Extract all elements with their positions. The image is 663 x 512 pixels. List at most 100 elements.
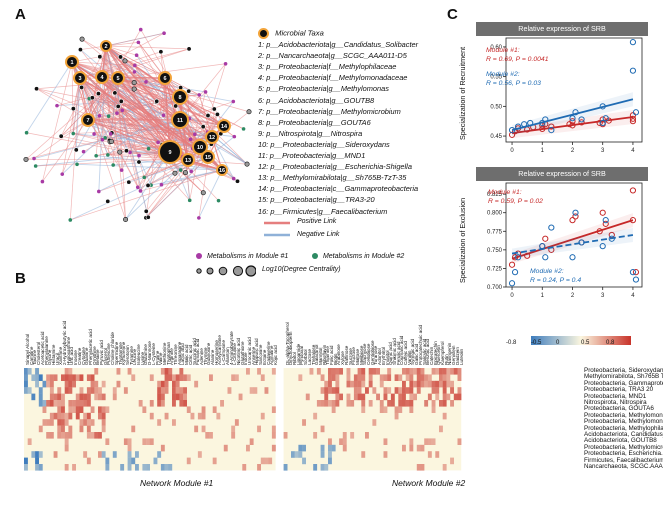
panel-letter-a: A (15, 6, 26, 23)
heatmap-cell (105, 438, 110, 445)
heatmap-cell (90, 387, 95, 394)
heatmap-cell (402, 393, 406, 401)
heatmap-cell (31, 393, 36, 401)
y-tick-label: 0.700 (487, 285, 503, 291)
network-edge (79, 77, 209, 158)
heatmap-cell (42, 419, 47, 426)
heatmap-cell (94, 393, 99, 401)
heatmap-cell (328, 400, 332, 407)
heatmap-cell (324, 464, 329, 471)
heatmap-cell (201, 406, 206, 413)
heatmap-cell (101, 412, 106, 420)
heatmap-cell (75, 393, 80, 401)
degree-size-icon (218, 266, 228, 276)
heatmap-cell (68, 406, 73, 413)
heatmap-cell (98, 451, 102, 458)
network-node (244, 161, 250, 167)
heatmap-cell (53, 451, 58, 458)
network-edge (105, 32, 165, 47)
network-edge (187, 159, 248, 165)
network-node (158, 49, 164, 55)
heatmap-cell (57, 432, 62, 439)
heatmap-cell (131, 425, 136, 433)
network-node (173, 103, 179, 109)
heatmap-cell (413, 380, 417, 388)
heatmap-cell (390, 393, 395, 401)
heatmap-cell (186, 374, 191, 381)
network-node (79, 36, 85, 42)
network-node (75, 162, 79, 167)
heatmap-cell (68, 374, 73, 381)
heatmap-cell (164, 412, 169, 420)
heatmap-cell (27, 438, 32, 445)
heatmap-cell (46, 380, 51, 388)
heatmap-cell (450, 457, 454, 465)
heatmap-cell (179, 368, 184, 375)
heatmap-cell (24, 387, 28, 394)
heatmap-cell (442, 380, 447, 388)
heatmap-cell (86, 387, 91, 394)
heatmap-column-label: Kojic acid (272, 345, 278, 365)
module2-point (511, 269, 519, 276)
taxa-hub-node (172, 89, 188, 105)
heatmap-cell (164, 374, 169, 381)
heatmap-cell (53, 374, 58, 381)
heatmap-cell (271, 406, 276, 413)
heatmap-cell (201, 412, 206, 420)
network-edge (147, 156, 209, 186)
heatmap-cell (83, 393, 88, 401)
module2-point (569, 115, 576, 122)
module1-point (572, 213, 579, 220)
colorbar-tick-label: 0.5 (581, 340, 590, 346)
exclusion-chart-title: Relative expression of SRB (476, 167, 648, 181)
taxa-hub-label: 13 (185, 158, 191, 164)
heatmap-cell (234, 419, 239, 426)
heatmap-row-label: Proteobacteria, TRA3 20 (584, 386, 654, 394)
heatmap-cell (175, 387, 180, 394)
heatmap-cell (175, 374, 180, 381)
heatmap-cell (27, 368, 32, 375)
heatmap-cell (320, 374, 325, 381)
module1-point (632, 269, 640, 276)
network-node (138, 27, 143, 32)
network-node (241, 127, 246, 131)
network-node (136, 40, 141, 45)
heatmap-cell (98, 432, 102, 439)
heatmap-cell (142, 438, 147, 445)
network-node (79, 84, 85, 90)
heatmap-cell (153, 457, 158, 465)
network-edge (117, 77, 181, 98)
heatmap-cell (424, 400, 429, 407)
heatmap-cell (83, 419, 88, 426)
heatmap-cell (127, 368, 132, 375)
heatmap-cell (271, 444, 276, 452)
heatmap-cell (172, 387, 176, 394)
fit-band (512, 228, 633, 259)
network-node (132, 70, 137, 74)
heatmap-cell (439, 380, 443, 388)
network-node (70, 106, 76, 112)
network-edge (26, 61, 73, 133)
taxa-legend-item: 10: p__Proteobacteria|g__Sideroxydans (258, 139, 390, 149)
heatmap-row-label: Proteobacteria, Gammaproteobacteria (584, 379, 663, 387)
heatmap-row-label: Proteobacteria, Methylomicrobium (584, 443, 663, 451)
heatmap-cell (101, 425, 106, 433)
heatmap-cell (335, 387, 340, 394)
heatmap-cell (431, 406, 436, 413)
heatmap-cell (320, 387, 325, 394)
heatmap-cell (64, 438, 69, 445)
panel-letter-b: B (15, 270, 26, 287)
heatmap-cell (420, 368, 425, 375)
heatmap-cell (416, 374, 421, 381)
heatmap-cell (409, 380, 414, 388)
heatmap-cell (57, 412, 62, 420)
heatmap-cell (361, 393, 366, 401)
heatmap-cell (83, 400, 88, 407)
network-node (189, 169, 193, 174)
network-node (133, 63, 137, 68)
heatmap-cell (142, 464, 147, 471)
heatmap-cell (331, 368, 336, 375)
x-tick-label: 1 (541, 293, 545, 299)
heatmap-cell (68, 400, 73, 407)
metab-module1-legend: Metabolisms in Module #1 (196, 253, 288, 260)
